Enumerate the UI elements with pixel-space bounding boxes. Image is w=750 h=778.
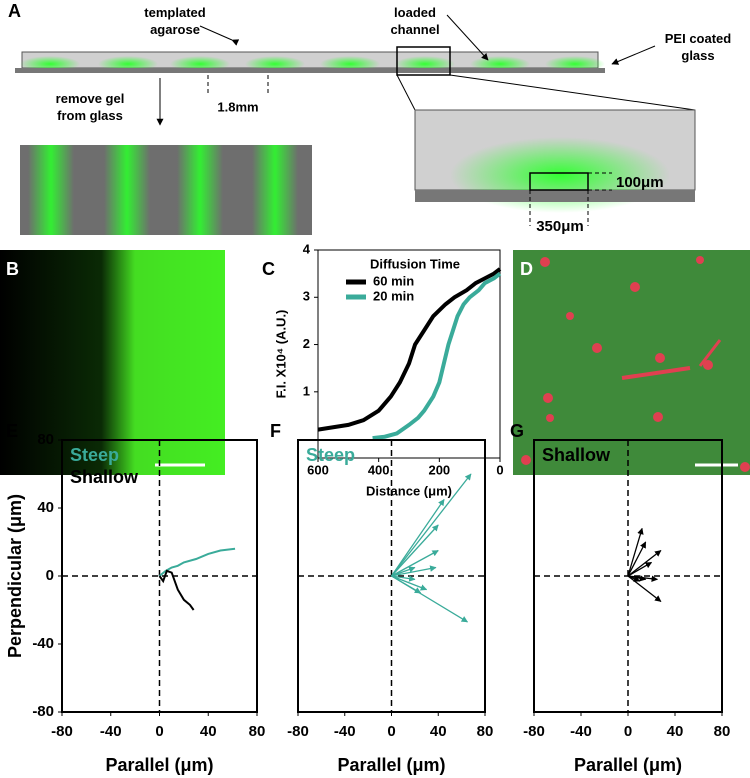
- legend-label: Shallow: [70, 467, 139, 487]
- spacing-dims: [207, 75, 269, 95]
- label: templated agarose: [144, 5, 205, 37]
- x-axis-label: Distance (μm): [366, 483, 452, 498]
- vector: [391, 575, 416, 582]
- panel-label: C: [262, 259, 275, 279]
- panel-label: A: [8, 1, 21, 21]
- x-axis-label: Parallel (μm): [105, 755, 213, 775]
- x-tick-label: 40: [667, 723, 684, 740]
- x-tick-label: 600: [307, 462, 329, 477]
- legend-title: Diffusion Time: [370, 256, 460, 271]
- stripe: [28, 145, 74, 235]
- x-tick-label: -80: [51, 723, 73, 740]
- x-tick-label: 80: [714, 723, 731, 740]
- x-tick-label: 0: [624, 723, 632, 740]
- y-tick-label: -40: [32, 635, 54, 652]
- y-axis-label: F.I. X10⁴ (A.U.): [273, 310, 288, 399]
- label: 350μm: [536, 218, 584, 235]
- y-axis-label: Perpendicular (μm): [5, 494, 25, 658]
- glass: [15, 68, 605, 73]
- x-tick-label: 40: [200, 723, 217, 740]
- stripe: [252, 145, 298, 235]
- legend-label: Steep: [70, 445, 119, 465]
- series-line: [158, 547, 236, 577]
- y-tick-label: 0: [46, 567, 54, 584]
- panel-b-image: [0, 250, 225, 475]
- vector: [627, 575, 641, 582]
- vector: [391, 566, 416, 577]
- label-line: agarose: [150, 22, 200, 37]
- y-tick-label: -80: [32, 703, 54, 720]
- y-tick-label: 1: [303, 383, 310, 398]
- arrow: [199, 25, 240, 46]
- vector: [391, 524, 439, 577]
- label-line: PEI coated: [665, 31, 732, 46]
- vector: [627, 527, 644, 577]
- zoom-line: [396, 74, 416, 111]
- label-line: loaded: [394, 5, 436, 20]
- panel-label: B: [6, 259, 19, 279]
- y-tick-label: 4: [303, 241, 311, 256]
- panel-label: F: [270, 421, 281, 441]
- y-tick-label: 80: [37, 431, 54, 448]
- panel-label: D: [520, 259, 533, 279]
- series-line: [372, 272, 502, 441]
- vector: [391, 575, 422, 594]
- x-tick-label: -40: [100, 723, 122, 740]
- stripe: [177, 145, 223, 235]
- vector: [627, 549, 662, 577]
- x-tick-label: -40: [334, 723, 356, 740]
- x-tick-label: 0: [496, 462, 503, 477]
- legend-label: 60 min: [373, 273, 414, 288]
- series-line: [158, 569, 195, 611]
- legend-label: Shallow: [542, 445, 611, 465]
- legend-label: 20 min: [373, 288, 414, 303]
- x-tick-label: 80: [477, 723, 494, 740]
- label: 1.8mm: [217, 99, 258, 114]
- y-tick-label: 3: [303, 289, 310, 304]
- label-line: channel: [390, 22, 439, 37]
- zoom-glass: [415, 190, 695, 202]
- x-tick-label: 400: [368, 462, 390, 477]
- label: PEI coated glass: [665, 31, 732, 63]
- vector: [391, 549, 439, 577]
- label: 100μm: [616, 174, 664, 191]
- x-tick-label: 200: [428, 462, 450, 477]
- stripe: [104, 145, 150, 235]
- y-tick-label: 40: [37, 499, 54, 516]
- vector: [627, 541, 647, 577]
- vector: [390, 473, 472, 577]
- series-line: [317, 267, 502, 432]
- x-tick-label: -80: [287, 723, 309, 740]
- label-line: glass: [681, 48, 714, 63]
- label: loaded channel: [390, 5, 439, 37]
- panel-d-image: [513, 250, 750, 475]
- zoom-line: [449, 74, 696, 111]
- x-tick-label: 40: [430, 723, 447, 740]
- label-line: from glass: [57, 108, 123, 123]
- label-line: templated: [144, 5, 205, 20]
- y-tick-label: 2: [303, 336, 310, 351]
- x-tick-label: -80: [523, 723, 545, 740]
- arrow: [611, 45, 656, 65]
- x-tick-label: 0: [155, 723, 163, 740]
- x-axis-label: Parallel (μm): [337, 755, 445, 775]
- panel-label: E: [6, 421, 18, 441]
- panel-label: G: [510, 421, 524, 441]
- panel-a: templated agarose loaded channel PEI coate…: [15, 5, 731, 235]
- vector: [627, 561, 653, 577]
- channel-box: [529, 172, 589, 191]
- vector: [390, 498, 445, 577]
- x-axis-label: Parallel (μm): [574, 755, 682, 775]
- x-tick-label: 0: [387, 723, 395, 740]
- legend-label: Steep: [306, 445, 355, 465]
- label-line: remove gel: [56, 91, 125, 106]
- inset-box: [396, 46, 451, 76]
- label: remove gel from glass: [56, 91, 125, 123]
- plot-frame: [317, 249, 501, 459]
- x-tick-label: -40: [570, 723, 592, 740]
- arrow: [446, 14, 489, 61]
- x-tick-label: 80: [249, 723, 266, 740]
